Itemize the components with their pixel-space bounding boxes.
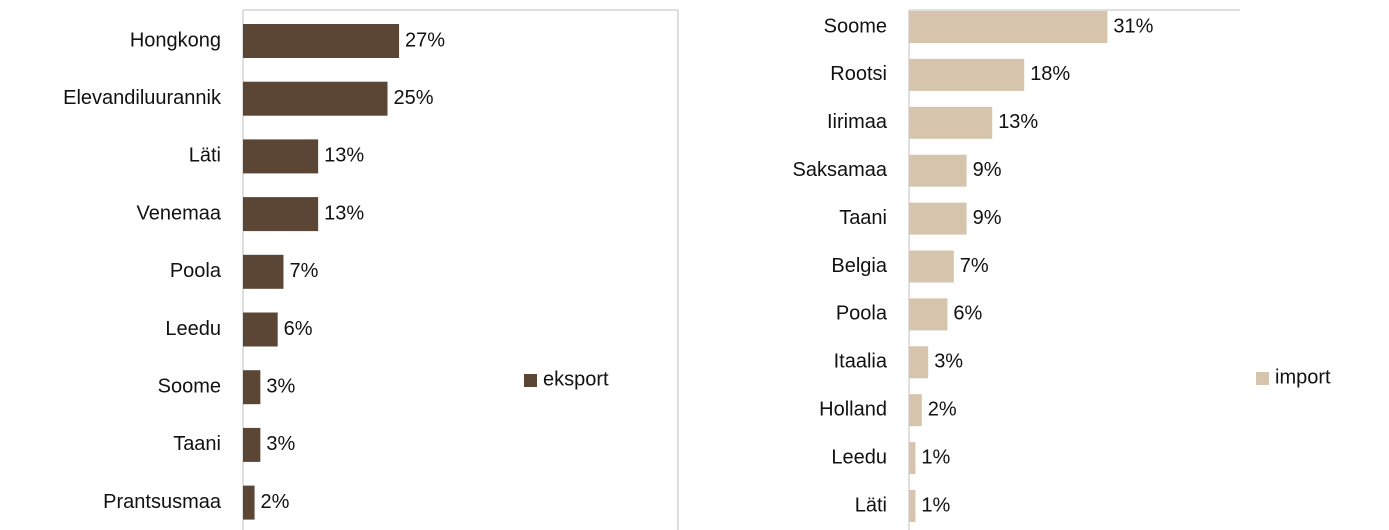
bar <box>243 24 400 58</box>
value-label: 13% <box>324 145 364 167</box>
category-label: Hongkong <box>130 29 221 51</box>
value-label: 31% <box>1113 15 1153 37</box>
category-label: Taani <box>173 433 221 455</box>
legend-swatch <box>1256 372 1269 385</box>
bar <box>909 346 929 379</box>
bar <box>909 442 916 475</box>
bar <box>909 394 922 427</box>
value-label: 13% <box>324 202 364 224</box>
value-label: 13% <box>998 111 1038 133</box>
category-label: Läti <box>189 145 221 167</box>
bar <box>243 370 261 405</box>
value-label: 1% <box>921 494 950 516</box>
category-label: Prantsusmaa <box>103 491 222 513</box>
bar <box>243 427 261 462</box>
value-label: 27% <box>405 29 445 51</box>
category-label: Leedu <box>831 446 887 468</box>
value-label: 25% <box>394 87 434 109</box>
bar <box>243 197 319 232</box>
bar <box>243 81 388 116</box>
value-label: 6% <box>953 303 982 325</box>
legend-label: eksport <box>543 368 609 390</box>
category-label: Taani <box>839 207 887 229</box>
category-label: Soome <box>158 375 221 397</box>
value-label: 7% <box>960 255 989 277</box>
bar <box>909 250 954 283</box>
category-label: Elevandiluurannik <box>63 87 222 109</box>
legend-label: import <box>1275 366 1331 388</box>
bar <box>909 11 1108 43</box>
value-label: 6% <box>284 318 313 340</box>
category-label: Rootsi <box>830 63 887 85</box>
value-label: 7% <box>289 260 318 282</box>
bar <box>909 490 916 522</box>
category-label: Itaalia <box>834 351 888 373</box>
value-label: 18% <box>1030 63 1070 85</box>
bar <box>909 298 948 331</box>
category-label: Saksamaa <box>793 159 888 181</box>
value-label: 9% <box>973 159 1002 181</box>
bar <box>909 202 967 235</box>
bar <box>243 312 278 347</box>
value-label: 2% <box>928 398 957 420</box>
bar <box>909 154 967 187</box>
category-label: Belgia <box>831 255 887 277</box>
value-label: 3% <box>934 351 963 373</box>
value-label: 2% <box>261 491 290 513</box>
category-label: Läti <box>855 494 887 516</box>
bar <box>909 106 993 139</box>
bar <box>243 254 284 289</box>
legend-swatch <box>524 374 537 387</box>
category-label: Poola <box>170 260 222 282</box>
category-label: Venemaa <box>136 202 221 224</box>
value-label: 1% <box>921 446 950 468</box>
bar <box>243 485 255 520</box>
category-label: Leedu <box>165 318 221 340</box>
category-label: Soome <box>824 15 887 37</box>
bar <box>243 139 319 174</box>
value-label: 3% <box>266 433 295 455</box>
bar <box>909 58 1025 91</box>
category-label: Holland <box>819 398 887 420</box>
category-label: Iirimaa <box>827 111 888 133</box>
category-label: Poola <box>836 303 888 325</box>
value-label: 9% <box>973 207 1002 229</box>
value-label: 3% <box>266 375 295 397</box>
